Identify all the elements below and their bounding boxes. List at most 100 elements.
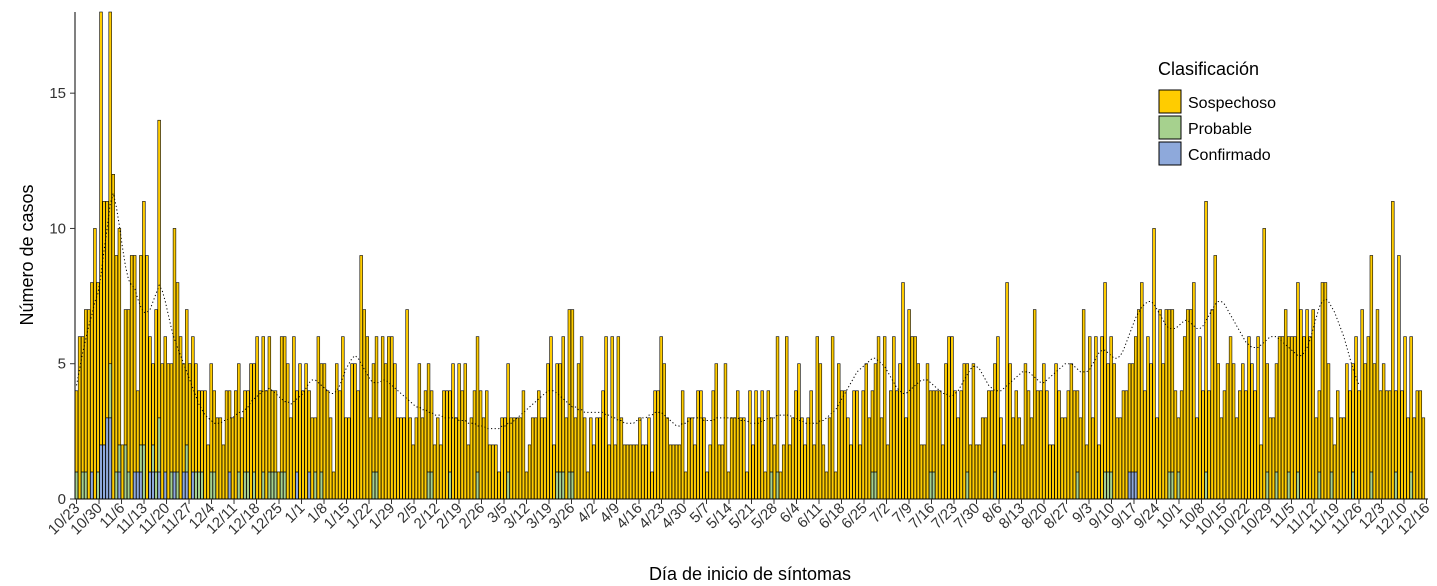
bar-sospechoso-319 [1051, 444, 1055, 500]
bar-sospechoso-1 [77, 336, 82, 500]
bar-sospechoso-178 [619, 417, 624, 500]
bar-sospechoso-24 [148, 336, 152, 473]
bar-sospechoso-112 [417, 363, 422, 500]
bar-sospechoso-348 [1140, 282, 1144, 500]
bar-sospechoso-357 [1167, 309, 1172, 473]
bar-probable-7 [96, 471, 100, 500]
y-tick-label-5: 5 [58, 356, 66, 373]
bar-sospechoso-242 [815, 336, 819, 500]
bar-sospechoso-401 [1302, 336, 1306, 500]
bar-sospechoso-85 [335, 363, 339, 500]
bar-sospechoso-253 [849, 444, 853, 500]
bar-sospechoso-100 [380, 336, 385, 500]
bar-probable-58 [252, 471, 256, 500]
bar-sospechoso-286 [950, 336, 954, 500]
bar-sospechoso-299 [990, 390, 994, 500]
bar-sospechoso-246 [827, 417, 832, 500]
bar-sospechoso-211 [720, 444, 725, 500]
bar-sospechoso-245 [824, 471, 829, 500]
bar-sospechoso-235 [794, 390, 798, 500]
bar-sospechoso-83 [328, 417, 333, 500]
bar-probable-291 [965, 471, 969, 500]
bar-sospechoso-411 [1332, 444, 1337, 500]
legend-item-confirmado: Confirmado [1158, 141, 1271, 166]
bar-sospechoso-239 [806, 417, 810, 500]
bar-sospechoso-426 [1378, 390, 1383, 500]
bar-sospechoso-287 [953, 390, 957, 500]
bar-sospechoso-17 [126, 309, 131, 473]
bar-probable-410 [1329, 471, 1334, 500]
bar-sospechoso-433 [1400, 390, 1404, 500]
bar-confirmado-24 [148, 471, 152, 500]
bar-sospechoso-88 [344, 417, 348, 500]
bar-sospechoso-151 [537, 390, 541, 500]
bar-probable-26 [154, 471, 158, 500]
bar-probable-17 [126, 471, 131, 500]
bar-sospechoso-240 [809, 390, 813, 500]
bar-probable-300 [993, 471, 997, 500]
bar-sospechoso-86 [338, 390, 342, 500]
bar-sospechoso-274 [913, 336, 917, 500]
bar-probable-358 [1170, 471, 1175, 500]
bar-sospechoso-154 [546, 363, 550, 500]
bar-sospechoso-59 [255, 336, 259, 500]
bar-sospechoso-78 [313, 417, 317, 473]
bar-sospechoso-413 [1339, 417, 1343, 500]
bar-sospechoso-215 [732, 417, 737, 500]
bar-sospechoso-320 [1054, 363, 1058, 500]
bar-sospechoso-234 [791, 417, 795, 500]
bar-sospechoso-301 [996, 336, 1000, 500]
bar-sospechoso-81 [322, 363, 327, 500]
bar-sospechoso-216 [736, 390, 740, 500]
bar-sospechoso-237 [800, 417, 804, 500]
bar-probable-436 [1409, 471, 1413, 500]
bar-sospechoso-303 [1002, 444, 1006, 500]
bar-sospechoso-339 [1112, 363, 1116, 500]
bar-sospechoso-137 [494, 444, 498, 500]
bar-sospechoso-262 [876, 336, 881, 500]
bar-sospechoso-373 [1216, 363, 1220, 500]
bar-sospechoso-224 [760, 390, 764, 500]
bar-sospechoso-343 [1124, 390, 1129, 500]
bar-sospechoso-395 [1283, 309, 1288, 500]
bar-sospechoso-275 [916, 363, 921, 500]
bar-sospechoso-290 [962, 363, 966, 500]
bar-sospechoso-344 [1127, 363, 1132, 473]
bar-sospechoso-96 [368, 417, 373, 500]
bar-sospechoso-291 [965, 363, 969, 473]
bar-sospechoso-207 [708, 444, 712, 500]
bar-sospechoso-163 [573, 417, 578, 500]
bar-sospechoso-190 [656, 390, 660, 500]
bar-confirmado-50 [227, 471, 232, 500]
bar-sospechoso-8 [99, 11, 103, 446]
bar-sospechoso-106 [399, 417, 403, 500]
bar-sospechoso-44 [209, 363, 213, 473]
bar-sospechoso-261 [873, 363, 878, 473]
bars-layer [74, 11, 1426, 500]
bar-sospechoso-123 [451, 363, 455, 500]
bar-probable-11 [108, 363, 112, 419]
bar-sospechoso-136 [491, 444, 495, 500]
bar-sospechoso-430 [1391, 201, 1395, 500]
bar-sospechoso-325 [1069, 363, 1074, 500]
bar-sospechoso-133 [481, 417, 486, 500]
bar-sospechoso-341 [1118, 417, 1123, 500]
bar-sospechoso-200 [687, 417, 691, 500]
bar-probable-0 [74, 471, 79, 500]
legend: Clasificación Sospechoso Probable Confir… [1158, 59, 1276, 166]
bar-sospechoso-384 [1250, 363, 1254, 500]
bar-sospechoso-169 [592, 444, 596, 500]
bar-sospechoso-404 [1311, 309, 1315, 500]
bar-sospechoso-302 [999, 417, 1003, 500]
bar-sospechoso-416 [1348, 390, 1352, 500]
bar-confirmado-10 [105, 417, 109, 500]
bar-sospechoso-146 [521, 390, 526, 500]
y-tick-label-10: 10 [49, 220, 66, 237]
bar-sospechoso-49 [224, 390, 229, 500]
bar-sospechoso-107 [402, 417, 406, 500]
bar-sospechoso-362 [1182, 336, 1187, 500]
bar-probable-68 [283, 471, 287, 500]
bar-probable-25 [151, 444, 155, 473]
bar-sospechoso-84 [331, 471, 336, 500]
bar-sospechoso-99 [377, 417, 382, 500]
